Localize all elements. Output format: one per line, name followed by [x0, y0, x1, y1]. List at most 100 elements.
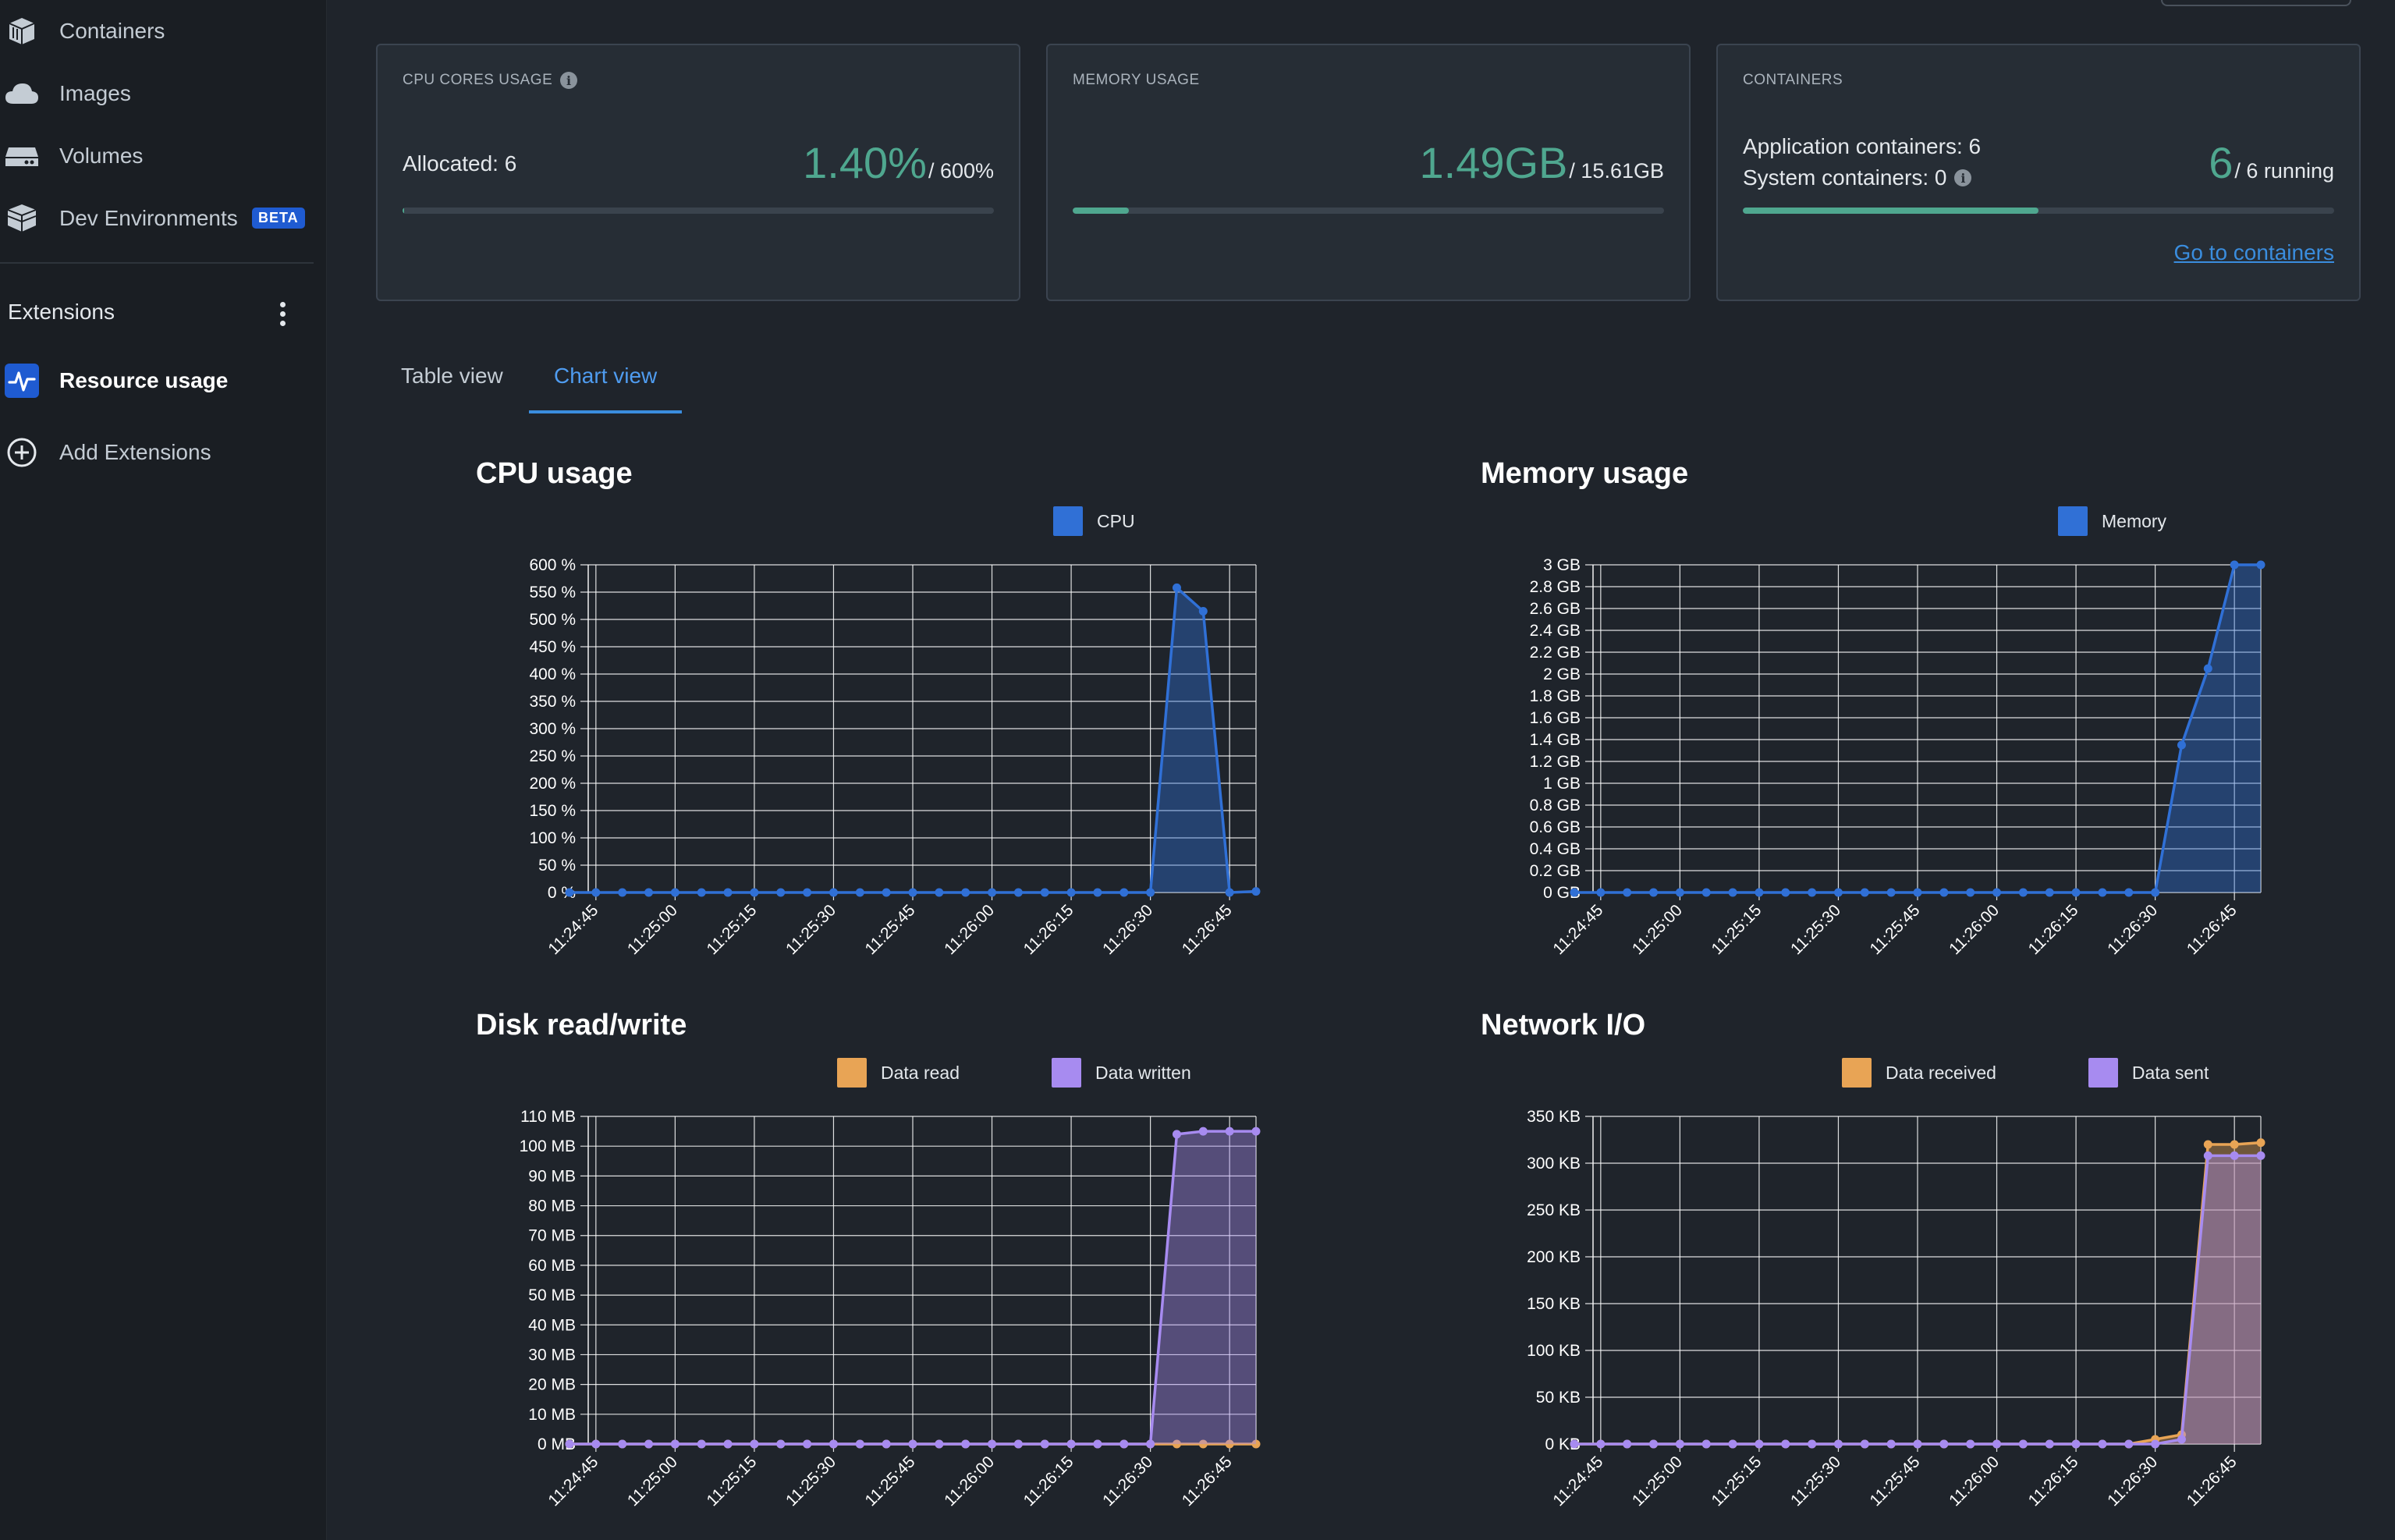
- memory-usage-bar-fill: [1073, 208, 1129, 214]
- data-point: [2045, 888, 2054, 897]
- y-tick-label: 200 KB: [1527, 1248, 1581, 1266]
- data-point: [1755, 1439, 1764, 1449]
- legend-item[interactable]: Data written: [1052, 1058, 1191, 1088]
- legend-item[interactable]: Data received: [1842, 1058, 1996, 1088]
- y-tick-label: 0 GB: [1543, 884, 1581, 902]
- series-area-cpu: [569, 587, 1256, 892]
- containers-icon: [3, 12, 41, 50]
- data-point: [591, 888, 601, 897]
- extensions-more-menu-icon[interactable]: [268, 296, 296, 331]
- sidebar-item-volumes[interactable]: Volumes: [0, 133, 326, 179]
- legend-item[interactable]: Memory: [2058, 506, 2166, 536]
- y-tick-label: 600 %: [529, 556, 576, 574]
- y-tick-label: 2.8 GB: [1530, 578, 1581, 596]
- data-point: [1198, 607, 1208, 616]
- y-tick-label: 2.4 GB: [1530, 622, 1581, 640]
- x-tick-label: 11:25:30: [1787, 1453, 1844, 1510]
- legend-label: CPU: [1097, 510, 1135, 531]
- y-tick-label: 250 KB: [1527, 1201, 1581, 1219]
- data-point: [1860, 1439, 1869, 1449]
- data-point: [2071, 888, 2081, 897]
- cpu-card-title: CPU CORES USAGE i: [403, 72, 578, 89]
- cpu-card-title-text: CPU CORES USAGE: [403, 72, 553, 88]
- data-point: [1701, 1439, 1711, 1449]
- y-tick-label: 60 MB: [528, 1257, 576, 1275]
- y-tick-label: 100 %: [529, 829, 576, 847]
- data-point: [1172, 583, 1181, 592]
- y-tick-label: 0.4 GB: [1530, 840, 1581, 858]
- tab-table-view[interactable]: Table view: [401, 364, 503, 388]
- y-tick-label: 400 %: [529, 665, 576, 683]
- sidebar-item-resource-usage[interactable]: Resource usage: [0, 357, 326, 404]
- data-point: [828, 888, 838, 897]
- tab-chart-view[interactable]: Chart view: [554, 364, 658, 388]
- series-area-data-written: [569, 1131, 1256, 1444]
- data-point: [1781, 1439, 1790, 1449]
- data-point: [2203, 1140, 2212, 1149]
- data-point: [1886, 1439, 1896, 1449]
- data-point: [750, 888, 759, 897]
- legend-item[interactable]: Data sent: [2088, 1058, 2209, 1088]
- legend-item[interactable]: Data read: [837, 1058, 960, 1088]
- legend-item[interactable]: CPU: [1053, 506, 1135, 536]
- data-point: [1701, 888, 1711, 897]
- data-point: [1013, 888, 1023, 897]
- go-to-containers-link[interactable]: Go to containers: [2173, 240, 2334, 264]
- data-point: [1040, 888, 1049, 897]
- data-point: [1146, 888, 1155, 897]
- y-tick-label: 150 %: [529, 802, 576, 820]
- extensions-heading: Extensions: [8, 300, 115, 324]
- memory-card-title-text: MEMORY USAGE: [1073, 72, 1200, 88]
- data-point: [1066, 1439, 1076, 1449]
- data-point: [1913, 1439, 1922, 1449]
- y-tick-label: 2.6 GB: [1530, 600, 1581, 618]
- y-tick-label: 50 KB: [1536, 1389, 1581, 1407]
- containers-card-title-text: CONTAINERS: [1743, 72, 1843, 88]
- data-point: [2177, 1435, 2186, 1444]
- data-point: [1860, 888, 1869, 897]
- sidebar-item-add-extensions[interactable]: Add Extensions: [0, 429, 326, 476]
- y-tick-label: 2.2 GB: [1530, 644, 1581, 662]
- legend-label: Data written: [1095, 1062, 1191, 1083]
- sidebar-item-containers[interactable]: Containers: [0, 8, 326, 55]
- sidebar-item-label: Dev Environments: [59, 206, 238, 230]
- data-point: [1623, 1439, 1632, 1449]
- data-point: [697, 1439, 706, 1449]
- data-point: [1093, 1439, 1102, 1449]
- data-point: [1172, 1439, 1181, 1449]
- data-point: [618, 1439, 627, 1449]
- y-tick-label: 550 %: [529, 584, 576, 601]
- data-point: [1913, 888, 1922, 897]
- y-tick-label: 250 %: [529, 747, 576, 765]
- memory-usage-bar: [1073, 208, 1664, 214]
- info-icon[interactable]: i: [1954, 169, 1972, 186]
- data-point: [1833, 888, 1843, 897]
- dev-env-icon: [3, 200, 41, 237]
- data-point: [723, 1439, 733, 1449]
- data-point: [855, 1439, 864, 1449]
- data-point: [2256, 560, 2265, 570]
- data-point: [2045, 1439, 2054, 1449]
- sidebar-item-images[interactable]: Images: [0, 70, 326, 117]
- y-tick-label: 40 MB: [528, 1316, 576, 1334]
- info-icon[interactable]: i: [560, 72, 578, 89]
- y-tick-label: 500 %: [529, 611, 576, 629]
- y-tick-label: 1 GB: [1543, 775, 1581, 793]
- cpu-usage-bar-fill: [403, 208, 404, 214]
- series-area-memory: [1574, 565, 2261, 892]
- beta-badge: BETA: [252, 208, 305, 229]
- disk-chart-legend: Data read Data written: [837, 1058, 1191, 1088]
- sidebar-item-dev-environments[interactable]: Dev Environments BETA: [0, 195, 326, 242]
- y-tick-label: 350 KB: [1527, 1108, 1581, 1126]
- disk-chart-title: Disk read/write: [476, 1009, 687, 1041]
- sidebar-item-label: Add Extensions: [59, 440, 211, 464]
- data-point: [908, 1439, 917, 1449]
- y-tick-label: 1.8 GB: [1530, 687, 1581, 705]
- data-point: [1675, 1439, 1684, 1449]
- data-point: [1833, 1439, 1843, 1449]
- x-tick-label: 11:25:00: [1629, 1453, 1686, 1510]
- data-point: [935, 1439, 944, 1449]
- y-tick-label: 1.6 GB: [1530, 709, 1581, 727]
- y-tick-label: 300 %: [529, 720, 576, 738]
- y-tick-label: 0.6 GB: [1530, 818, 1581, 836]
